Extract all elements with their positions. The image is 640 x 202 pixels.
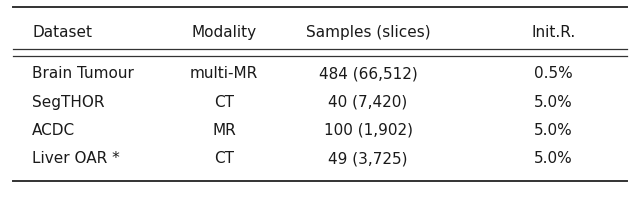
Text: 5.0%: 5.0%: [534, 95, 573, 109]
Text: Modality: Modality: [191, 25, 257, 40]
Text: Liver OAR *: Liver OAR *: [32, 151, 120, 166]
Text: CT: CT: [214, 151, 234, 166]
Text: ACDC: ACDC: [32, 123, 75, 138]
Text: 0.5%: 0.5%: [534, 66, 573, 81]
Text: Dataset: Dataset: [32, 25, 92, 40]
Text: SegTHOR: SegTHOR: [32, 95, 104, 109]
Text: 100 (1,902): 100 (1,902): [323, 123, 413, 138]
Text: Init.R.: Init.R.: [531, 25, 576, 40]
Text: 5.0%: 5.0%: [534, 151, 573, 166]
Text: 5.0%: 5.0%: [534, 123, 573, 138]
Text: multi-MR: multi-MR: [190, 66, 258, 81]
Text: 484 (66,512): 484 (66,512): [319, 66, 417, 81]
Text: Brain Tumour: Brain Tumour: [32, 66, 134, 81]
Text: 49 (3,725): 49 (3,725): [328, 151, 408, 166]
Text: 40 (7,420): 40 (7,420): [328, 95, 408, 109]
Text: Samples (slices): Samples (slices): [306, 25, 430, 40]
Text: CT: CT: [214, 95, 234, 109]
Text: MR: MR: [212, 123, 236, 138]
